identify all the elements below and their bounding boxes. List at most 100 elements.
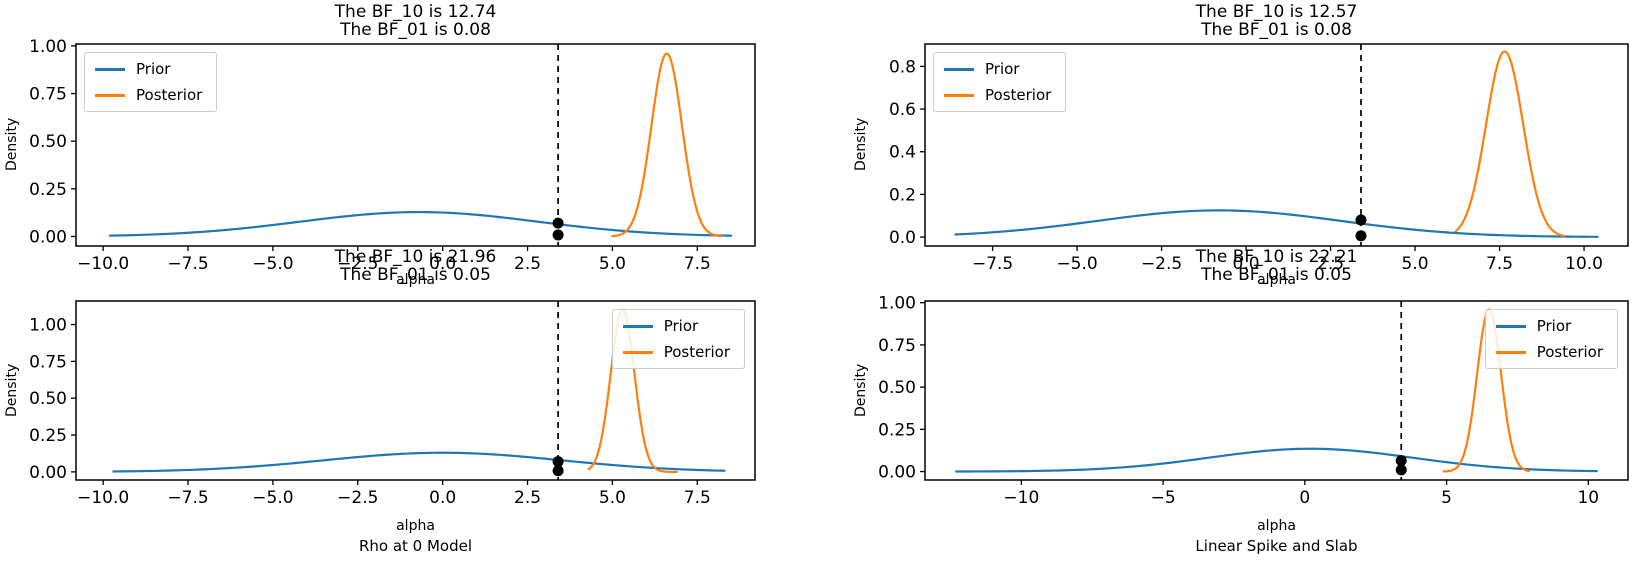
x-tick-label: 5 (1441, 488, 1452, 508)
plot-area: −10.0 −7.5 −5.0 −2.5 0.0 2.5 5.0 7.5 0.00 0.25 0.5… (29, 300, 756, 508)
x-tick-label: −2.5 (337, 488, 378, 508)
prior-legend-label: Prior (663, 317, 699, 335)
bf01-title-line: The BF_01 is 0.05 (340, 265, 491, 285)
prior-line-swatch (622, 324, 653, 328)
x-tick-label: 5.0 (1402, 254, 1429, 274)
x-tick-label: −2.5 (337, 254, 378, 274)
legend-box: Prior Posterior (611, 309, 745, 369)
prior-line-swatch (95, 67, 125, 71)
x-tick-label: 5.0 (599, 488, 626, 508)
bf01-title-line: The BF_01 is 0.08 (340, 20, 491, 40)
x-axis-label: alpha (1257, 272, 1296, 288)
bf01-title-line: The BF_01 is 0.08 (1201, 20, 1352, 40)
x-axis-label: alpha (396, 518, 435, 534)
posterior-line-swatch (622, 350, 653, 354)
plot-title: The BF_10 is 12.74 The BF_01 is 0.08 (76, 3, 755, 39)
x-tick-label: −5.0 (252, 254, 293, 274)
y-tick-label: 1.00 (878, 294, 916, 314)
x-tick-label: 0 (1299, 488, 1310, 508)
subplot-top-left: The BF_10 is 12.74 The BF_01 is 0.08 Den… (4, 3, 756, 288)
posterior-line-swatch (944, 93, 974, 97)
y-tick-label: 0.50 (878, 378, 916, 398)
axes-box (924, 43, 1629, 247)
x-tick-label: −5.0 (252, 488, 293, 508)
prior-line-swatch (944, 67, 974, 71)
x-tick-label: 2.5 (514, 254, 541, 274)
x-tick-label: −10.0 (77, 488, 129, 508)
subplot-top-right: The BF_10 is 12.57 The BF_01 is 0.08 Den… (853, 3, 1629, 288)
y-tick-label: 0.00 (29, 463, 67, 483)
legend-entry-prior: Prior (944, 60, 1051, 78)
y-tick-label: 0.75 (29, 352, 67, 372)
x-tick-label: −7.5 (167, 254, 208, 274)
x-tick-label: 2.5 (1317, 254, 1344, 274)
bf10-title-line: The BF_10 is 21.96 (334, 247, 497, 267)
subplot-bottom-left: The BF_10 is 21.96 The BF_01 is 0.05 Den… (4, 248, 756, 555)
y-tick-label: 0.50 (29, 132, 67, 152)
y-tick-label: 0.0 (889, 228, 916, 248)
subplot-bottom-right: The BF_10 is 22.21 The BF_01 is 0.05 Den… (853, 248, 1629, 555)
legend-entry-posterior: Posterior (1495, 343, 1603, 361)
observed-density-dot (1355, 214, 1367, 226)
plot-title: The BF_10 is 22.21 The BF_01 is 0.05 (925, 248, 1628, 284)
plot-title: The BF_10 is 21.96 The BF_01 is 0.05 (76, 248, 755, 284)
legend-entry-prior: Prior (95, 60, 202, 78)
y-tick-label: 0.00 (29, 227, 67, 247)
legend-box: Prior Posterior (1484, 309, 1618, 369)
x-tick-label: 10.0 (1565, 254, 1603, 274)
x-axis-label: alpha (1257, 518, 1296, 534)
x-tick-label: 7.5 (684, 488, 711, 508)
x-tick-label: 7.5 (1486, 254, 1513, 274)
x-tick-label: 5.0 (599, 254, 626, 274)
prior-legend-label: Prior (1536, 317, 1572, 335)
axes-box (75, 43, 756, 247)
observed-density-dot (1395, 464, 1407, 476)
plot-area: −10.0 −7.5 −5.0 −2.5 0.0 2.5 5.0 7.5 0.00 0.25 0.5… (29, 37, 756, 274)
legend-box: Prior Posterior (84, 52, 218, 112)
bf10-title-line: The BF_10 is 12.57 (1195, 2, 1358, 22)
legend-entry-prior: Prior (1495, 317, 1603, 335)
y-tick-label: 0.50 (29, 389, 67, 409)
y-tick-label: 0.25 (878, 420, 916, 440)
observed-density-dot (552, 456, 564, 468)
x-tick-label: −7.5 (972, 254, 1013, 274)
observed-density-dot (552, 465, 564, 477)
prior-curve (112, 451, 726, 473)
x-axis-label: alpha (396, 272, 435, 288)
observed-density-dot (552, 217, 564, 229)
x-tick-label: 7.5 (684, 254, 711, 274)
legend-entry-posterior: Posterior (622, 343, 730, 361)
prior-legend-label: Prior (985, 60, 1020, 78)
y-tick-label: 0.25 (29, 180, 67, 200)
y-tick-label: 1.00 (29, 37, 67, 57)
y-tick-label: 0.6 (889, 100, 916, 120)
y-tick-label: 0.8 (889, 57, 916, 77)
y-tick-label: 1.00 (29, 316, 67, 336)
x-tick-label: 0.0 (1233, 254, 1260, 274)
y-tick-label: 0.75 (29, 85, 67, 105)
x-tick-label: −5.0 (1056, 254, 1097, 274)
axes-box (75, 300, 756, 481)
prior-curve (954, 209, 1599, 238)
bf10-title-line: The BF_10 is 12.74 (334, 2, 497, 22)
legend-entry-posterior: Posterior (944, 86, 1051, 104)
y-tick-label: 0.2 (889, 185, 916, 205)
x-tick-label: −10.0 (77, 254, 129, 274)
y-tick-label: 0.4 (889, 143, 916, 163)
plot-title: The BF_10 is 12.57 The BF_01 is 0.08 (925, 3, 1628, 39)
bf10-title-line: The BF_10 is 22.21 (1195, 247, 1358, 267)
observed-density-dot (552, 229, 564, 241)
posterior-legend-label: Posterior (663, 343, 730, 361)
prior-curve (955, 447, 1598, 473)
y-tick-label: 0.75 (878, 336, 916, 356)
model-label: Rho at 0 Model (358, 537, 473, 555)
posterior-curve (1454, 50, 1565, 237)
observed-density-dot (1395, 455, 1407, 467)
prior-legend-label: Prior (136, 60, 171, 78)
posterior-legend-label: Posterior (136, 86, 203, 104)
legend-box: Prior Posterior (933, 52, 1067, 112)
prior-line-swatch (1495, 324, 1526, 328)
x-tick-label: −5 (1151, 488, 1176, 508)
x-tick-label: −10 (1003, 488, 1039, 508)
